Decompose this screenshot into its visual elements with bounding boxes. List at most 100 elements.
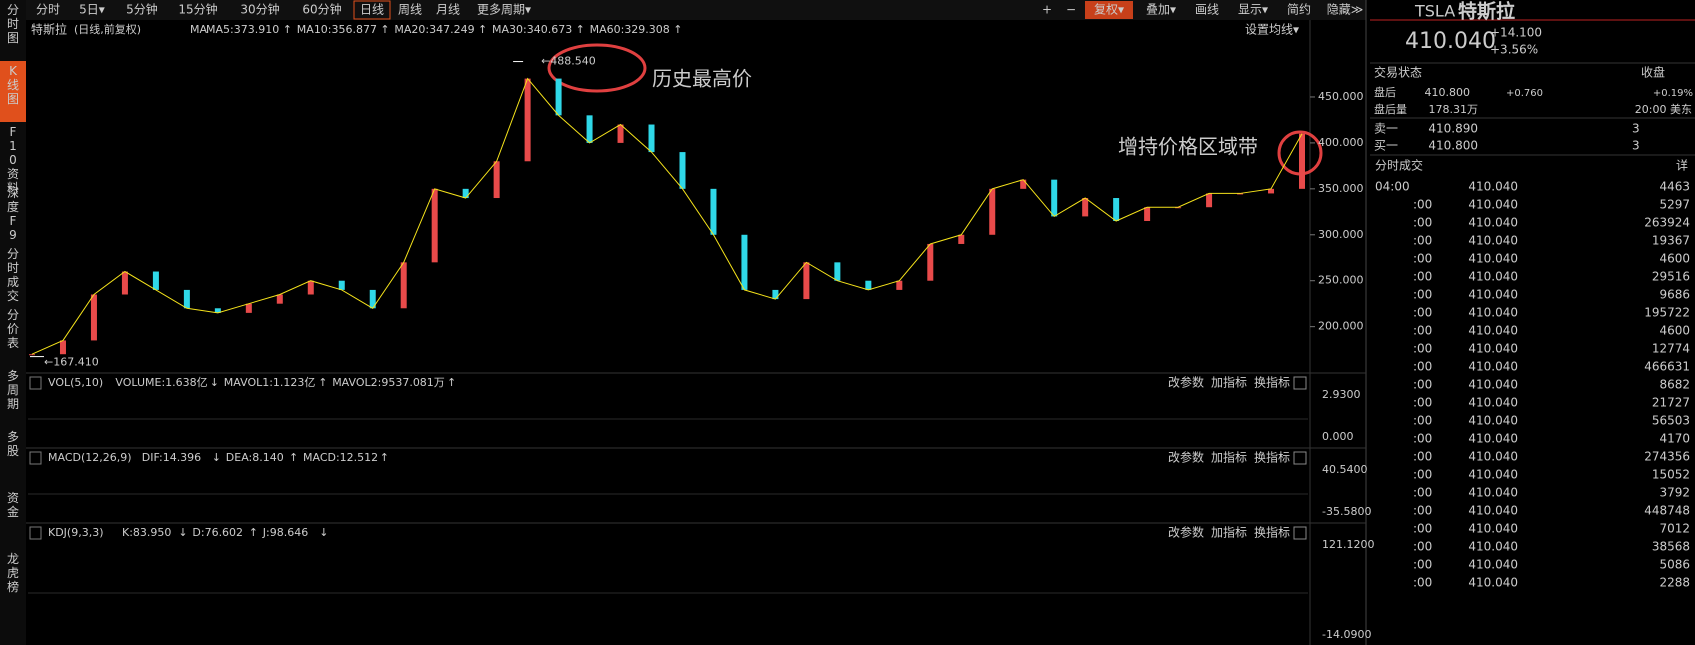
y-tick-label: 350.000: [1318, 182, 1364, 195]
trade-price: 410.040: [1468, 468, 1518, 482]
toolbar-button[interactable]: 叠加▾: [1146, 3, 1176, 17]
sidebar-item[interactable]: 分时图: [7, 3, 19, 45]
tab[interactable]: 日线: [360, 3, 384, 17]
panel-button[interactable]: 改参数: [1168, 375, 1204, 390]
panel-button[interactable]: 换指标: [1254, 375, 1290, 390]
trade-vol: 4600: [1659, 252, 1690, 266]
close-box[interactable]: [1293, 526, 1307, 540]
tab[interactable]: 30分钟: [240, 2, 279, 17]
panel-button[interactable]: 改参数: [1168, 525, 1204, 540]
panel-button[interactable]: 换指标: [1254, 525, 1290, 540]
candle: [1268, 188, 1275, 194]
trade-time: :00: [1413, 414, 1432, 428]
close-box[interactable]: [1293, 451, 1307, 465]
candle: [1051, 179, 1058, 217]
trades-detail[interactable]: 详: [1676, 158, 1688, 173]
toolbar-button[interactable]: 画线: [1195, 3, 1219, 17]
trade-time: :00: [1413, 432, 1432, 446]
sidebar-item[interactable]: 多周期: [7, 369, 19, 411]
trade-time: :00: [1413, 576, 1432, 590]
settings[interactable]: 设置均线▾: [1245, 23, 1299, 37]
trade-price: 410.040: [1468, 288, 1518, 302]
candle: [989, 188, 996, 235]
toolbar-button[interactable]: 显示▾: [1238, 3, 1268, 17]
y-tick-label: 450.000: [1318, 90, 1364, 103]
sidebar-item[interactable]: 龙虎榜: [7, 552, 19, 594]
trade-time: :00: [1413, 324, 1432, 338]
indicator-value: MAVOL2:9537.081万: [332, 376, 445, 389]
ask-vol: 3: [1632, 122, 1640, 136]
indicator-arrow: ↑: [289, 451, 298, 464]
tab[interactable]: 月线: [436, 3, 460, 17]
trade-vol: 19367: [1652, 234, 1690, 248]
sidebar-item[interactable]: 多股: [7, 430, 19, 458]
toolbar-button[interactable]: 隐藏≫: [1327, 3, 1364, 17]
label: 盘后量: [1374, 102, 1407, 116]
panel-button[interactable]: 加指标: [1211, 450, 1247, 465]
candle: [679, 152, 686, 189]
toolbar-button[interactable]: 复权▾: [1094, 3, 1124, 17]
close-box[interactable]: [1293, 376, 1307, 390]
indicator-arrow: ↑: [380, 451, 389, 464]
sidebar-item[interactable]: K 线图: [7, 64, 19, 106]
trade-time: :00: [1413, 558, 1432, 572]
tab[interactable]: 分时: [36, 3, 60, 17]
panel-button[interactable]: 加指标: [1211, 375, 1247, 390]
trade-vol: 466631: [1644, 360, 1690, 374]
sidebar-item[interactable]: 分价表: [7, 308, 19, 350]
sidebar-item[interactable]: 分时成交: [7, 247, 19, 303]
ma-value: MA30:340.673: [492, 23, 572, 36]
tab[interactable]: 5日▾: [79, 3, 105, 17]
low-label: ←167.410: [44, 356, 99, 369]
help-box: [29, 526, 42, 540]
indicator-value: DIF:14.396: [142, 451, 201, 464]
tab[interactable]: 更多周期▾: [477, 3, 531, 17]
panel-button[interactable]: 换指标: [1254, 450, 1290, 465]
candle: [1206, 193, 1213, 208]
trade-vol: 2288: [1659, 576, 1690, 590]
tab[interactable]: 周线: [398, 3, 422, 17]
candle: [90, 294, 97, 341]
trade-price: 410.040: [1468, 396, 1518, 410]
trade-price: 410.040: [1468, 306, 1518, 320]
candle: [524, 78, 531, 162]
bid-vol: 3: [1632, 139, 1640, 153]
panel-button[interactable]: 加指标: [1211, 525, 1247, 540]
ma-value: MA10:356.877: [297, 23, 377, 36]
candle: [1113, 198, 1120, 221]
panel-button[interactable]: 改参数: [1168, 450, 1204, 465]
candle: [958, 234, 965, 244]
toolbar-button[interactable]: +: [1042, 3, 1052, 17]
trade-price: 410.040: [1468, 504, 1518, 518]
trade-vol: 5297: [1659, 198, 1690, 212]
trade-price: 410.040: [1468, 252, 1518, 266]
indicator-value: DEA:8.140: [226, 451, 284, 464]
stock-name: 特斯拉: [31, 22, 67, 37]
label: 盘后: [1374, 85, 1396, 99]
quote-change: +14.100: [1490, 26, 1542, 40]
panel-name: KDJ(9,3,3): [48, 526, 104, 539]
trade-vol: 195722: [1644, 306, 1690, 320]
candle: [741, 234, 748, 290]
toolbar-button[interactable]: 简约: [1287, 2, 1311, 17]
indicator-arrow: ↑: [447, 376, 456, 389]
tab[interactable]: 5分钟: [126, 2, 158, 17]
tab[interactable]: 15分钟: [178, 2, 217, 17]
sidebar-item[interactable]: 资金: [7, 491, 19, 519]
toolbar-button[interactable]: −: [1066, 3, 1076, 17]
quote-price: 410.040: [1405, 29, 1496, 54]
trade-vol: 21727: [1652, 396, 1690, 410]
trade-vol: 4600: [1659, 324, 1690, 338]
sidebar-item[interactable]: F 1 0 资料: [7, 125, 19, 195]
trades-header: 分时成交: [1375, 158, 1423, 173]
trade-vol: 274356: [1644, 450, 1690, 464]
trade-time: :00: [1413, 306, 1432, 320]
tab[interactable]: 60分钟: [302, 2, 341, 17]
active-tool: [1085, 1, 1133, 19]
sidebar-item[interactable]: 深度 F 9: [7, 186, 19, 242]
candle: [1020, 179, 1027, 189]
trade-vol: 7012: [1659, 522, 1690, 536]
trade-vol: 4463: [1659, 180, 1690, 194]
